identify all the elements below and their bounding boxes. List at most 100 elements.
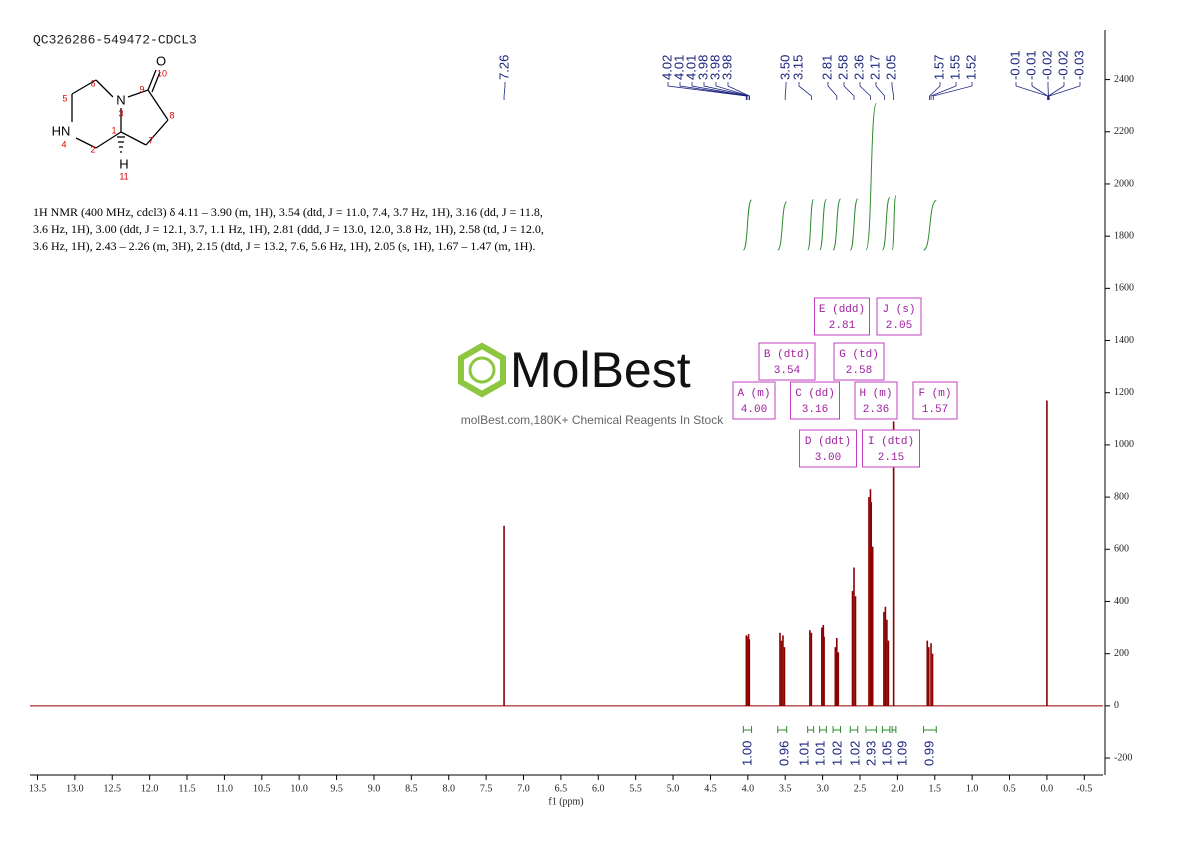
- x-tick-label: 6.5: [555, 783, 568, 794]
- multiplet-name: G (td): [839, 349, 879, 361]
- integral-bracket: [742, 726, 753, 733]
- peak-label: 1.55: [947, 55, 962, 80]
- x-tick-label: 8.5: [405, 783, 418, 794]
- multiplet-box: [854, 381, 898, 420]
- peak-leader: [875, 82, 886, 100]
- integral-label: 1.00: [739, 741, 754, 766]
- integral-bracket: [819, 726, 827, 733]
- integral-bracket: [891, 726, 897, 733]
- integral-curve: [742, 199, 753, 251]
- y-tick-label: 0: [1114, 700, 1119, 711]
- x-tick-label: 13.0: [66, 783, 84, 794]
- x-tick-label: 5.5: [629, 783, 642, 794]
- watermark-brand: MolBest: [510, 342, 691, 398]
- peak-label: 2.05: [883, 55, 898, 80]
- y-tick-label: 1200: [1114, 387, 1134, 398]
- x-tick-label: 4.0: [742, 783, 755, 794]
- peak-label: 3.98: [695, 55, 710, 80]
- x-tick-label: 12.0: [141, 783, 159, 794]
- multiplet-name: I (dtd): [868, 436, 914, 448]
- peak-leader: [930, 82, 957, 100]
- multiplet-shift: 3.54: [774, 365, 801, 377]
- integral-curve: [865, 103, 877, 251]
- multiplet-shift: 4.00: [741, 404, 767, 416]
- multiplet-name: A (m): [737, 388, 770, 400]
- y-tick-label: 1800: [1114, 230, 1134, 241]
- x-tick-label: 8.0: [442, 783, 455, 794]
- integral-bracket: [777, 726, 788, 733]
- x-tick-label: 11.0: [216, 783, 233, 794]
- integral-label: 0.99: [921, 741, 936, 766]
- y-tick-label: 2200: [1114, 126, 1134, 137]
- x-tick-label: 6.0: [592, 783, 605, 794]
- x-tick-label: 3.5: [779, 783, 792, 794]
- x-tick-label: 5.0: [667, 783, 680, 794]
- peak-label: -0.03: [1071, 50, 1086, 80]
- peak-leader: [691, 82, 748, 100]
- integral-label: 1.01: [796, 741, 811, 766]
- multiplet-name: H (m): [859, 388, 892, 400]
- integral-bracket: [832, 726, 842, 733]
- multiplet-box: [799, 429, 857, 468]
- y-tick-label: 1000: [1114, 439, 1134, 450]
- atom-number: 6: [90, 78, 95, 88]
- peak-label: 7.26: [496, 55, 511, 80]
- peak-label: 2.17: [867, 55, 882, 80]
- multiplet-shift: 2.05: [886, 320, 912, 332]
- peak-leader: [859, 82, 871, 100]
- integral-curve: [807, 199, 815, 251]
- x-tick-label: 2.5: [854, 783, 867, 794]
- integral-curve: [849, 198, 859, 251]
- peak-leader: [843, 82, 855, 100]
- integral-curve: [891, 195, 897, 251]
- integral-curve: [923, 200, 937, 251]
- peak-label: -0.01: [1023, 50, 1038, 80]
- atom-number: 8: [169, 110, 174, 120]
- peak-leader: [1048, 82, 1065, 100]
- integral-label: 1.05: [879, 741, 894, 766]
- peak-label: 3.50: [777, 55, 792, 80]
- peak-leader: [929, 82, 941, 100]
- atom-number: 9: [139, 84, 144, 94]
- x-tick-label: 4.5: [704, 783, 717, 794]
- x-tick-label: 1.5: [929, 783, 942, 794]
- x-tick-label: 10.0: [290, 783, 308, 794]
- atom-number: 3: [118, 108, 123, 118]
- peak-leader: [798, 82, 812, 100]
- peak-label: 2.36: [851, 55, 866, 80]
- integral-label: 2.93: [863, 741, 878, 766]
- multiplet-box: [912, 381, 958, 420]
- multiplet-shift: 2.15: [878, 452, 904, 464]
- y-tick-label: 2000: [1114, 178, 1134, 189]
- x-tick-label: 10.5: [253, 783, 271, 794]
- x-tick-label: 12.5: [104, 783, 122, 794]
- multiplet-box: [790, 381, 840, 420]
- peak-label: 3.98: [707, 55, 722, 80]
- multiplet-shift: 2.81: [829, 320, 856, 332]
- y-tick-label: 1600: [1114, 283, 1134, 294]
- x-tick-label: -0.5: [1076, 783, 1092, 794]
- x-tick-label: 7.0: [517, 783, 530, 794]
- atom-number: 4: [61, 139, 66, 149]
- x-tick-label: 0.0: [1041, 783, 1054, 794]
- y-tick-label: 600: [1114, 544, 1129, 555]
- integral-bracket: [849, 726, 859, 733]
- nmr-description: 3.6 Hz, 1H), 3.00 (ddt, J = 12.1, 3.7, 1…: [33, 222, 544, 236]
- integral-bracket: [881, 726, 891, 733]
- peak-leader: [1048, 82, 1081, 100]
- multiplet-name: C (dd): [795, 388, 835, 400]
- multiplet-name: F (m): [918, 388, 951, 400]
- integral-curve: [832, 198, 842, 251]
- y-tick-label: 200: [1114, 648, 1129, 659]
- multiplet-shift: 2.58: [846, 365, 872, 377]
- multiplet-box: [814, 297, 870, 336]
- atom-label: HN: [52, 123, 71, 138]
- atom-number: 7: [148, 135, 153, 145]
- peak-label: -0.01: [1007, 50, 1022, 80]
- nmr-description: 1H NMR (400 MHz, cdcl3) δ 4.11 – 3.90 (m…: [33, 205, 543, 219]
- peak-label: 4.02: [659, 55, 674, 80]
- y-tick-label: 400: [1114, 596, 1129, 607]
- chart-title: QC326286-549472-CDCL3: [33, 32, 197, 47]
- atom-number: 11: [119, 171, 128, 181]
- x-tick-label: 13.5: [29, 783, 47, 794]
